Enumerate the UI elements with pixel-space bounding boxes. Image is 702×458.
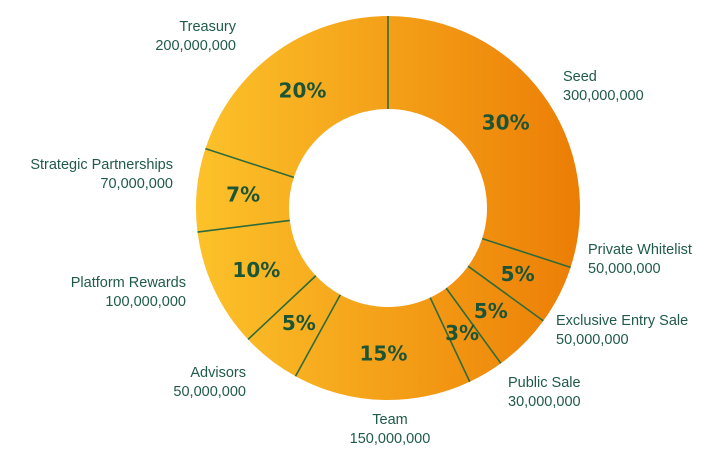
slice-team bbox=[295, 294, 470, 400]
slice-separator bbox=[429, 297, 471, 383]
percent-label: 3% bbox=[445, 321, 479, 345]
label-seed: Seed 300,000,000 bbox=[563, 68, 644, 106]
label-name: Strategic Partnerships bbox=[30, 157, 173, 173]
label-private-whitelist: Private Whitelist 50,000,000 bbox=[588, 241, 692, 279]
percent-label: 10% bbox=[232, 258, 280, 282]
label-amount: 200,000,000 bbox=[155, 38, 236, 54]
label-name: Team bbox=[372, 412, 408, 428]
label-name: Treasury bbox=[179, 19, 236, 35]
label-name: Platform Rewards bbox=[70, 275, 186, 291]
percent-label: 5% bbox=[474, 299, 508, 323]
label-name: Public Sale bbox=[508, 375, 581, 391]
label-amount: 30,000,000 bbox=[508, 394, 581, 410]
label-name: Advisors bbox=[190, 365, 246, 381]
slice-exclusive-entry-sale bbox=[446, 266, 544, 364]
label-amount: 70,000,000 bbox=[100, 176, 173, 192]
percent-label: 15% bbox=[359, 341, 407, 365]
percent-label: 5% bbox=[501, 262, 535, 286]
percent-label: 20% bbox=[279, 78, 327, 102]
label-name: Exclusive Entry Sale bbox=[556, 313, 689, 329]
slice-separator bbox=[205, 147, 295, 179]
label-name: Seed bbox=[563, 69, 597, 85]
percent-label: 7% bbox=[226, 182, 260, 206]
percent-label: 30% bbox=[482, 110, 530, 134]
label-public-sale: Public Sale 30,000,000 bbox=[508, 374, 581, 412]
slice-separator bbox=[445, 287, 502, 364]
label-amount: 300,000,000 bbox=[563, 88, 644, 104]
slice-separator bbox=[294, 294, 342, 377]
label-amount: 50,000,000 bbox=[556, 332, 629, 348]
slice-treasury bbox=[205, 16, 388, 178]
slice-seed bbox=[388, 16, 580, 268]
label-platform-rewards: Platform Rewards 100,000,000 bbox=[71, 274, 186, 312]
slice-separator bbox=[197, 219, 290, 233]
label-amount: 50,000,000 bbox=[588, 261, 661, 277]
label-strategic-partnerships: Strategic Partnerships 70,000,000 bbox=[30, 156, 173, 194]
label-amount: 100,000,000 bbox=[105, 294, 186, 310]
label-treasury: Treasury 200,000,000 bbox=[155, 18, 236, 56]
slice-separator bbox=[481, 237, 571, 269]
percent-label: 5% bbox=[282, 311, 316, 335]
slice-advisors bbox=[248, 275, 341, 377]
label-amount: 50,000,000 bbox=[173, 384, 246, 400]
slice-platform-rewards bbox=[197, 220, 316, 340]
slice-public-sale bbox=[430, 288, 501, 382]
slice-separator bbox=[467, 265, 544, 322]
label-exclusive-entry-sale: Exclusive Entry Sale 50,000,000 bbox=[556, 312, 688, 350]
label-team: Team 150,000,000 bbox=[340, 411, 440, 449]
label-name: Private Whitelist bbox=[588, 242, 692, 258]
label-amount: 150,000,000 bbox=[349, 431, 431, 447]
label-advisors: Advisors 50,000,000 bbox=[173, 364, 246, 402]
slice-separator bbox=[247, 275, 317, 341]
